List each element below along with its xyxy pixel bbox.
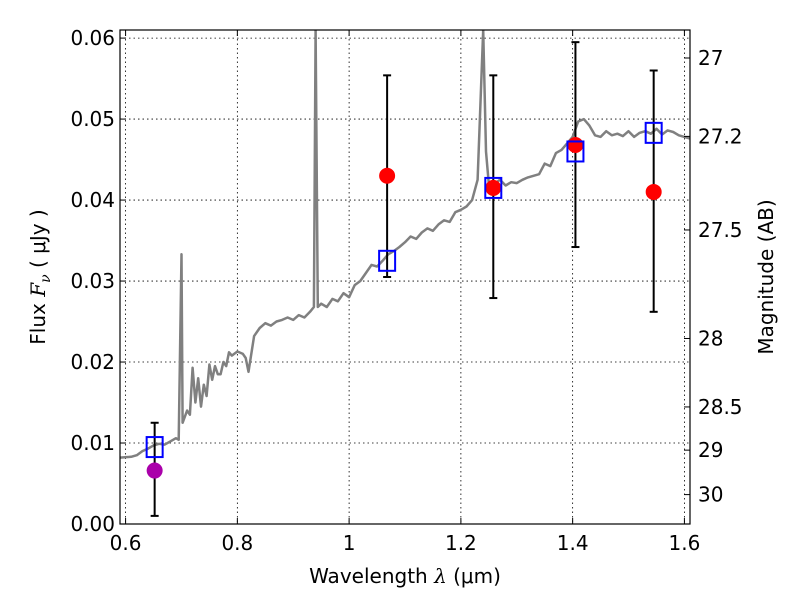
y2-tick-label: 29 bbox=[698, 438, 723, 462]
y2-axis-label: Magnitude (AB) bbox=[754, 199, 778, 354]
y-tick-label: 0.03 bbox=[70, 269, 115, 293]
x-tick-label: 1.6 bbox=[669, 531, 701, 555]
x-axis-label: Wavelength λ (μm) bbox=[309, 564, 501, 588]
x-tick-label: 1.2 bbox=[445, 531, 477, 555]
y-tick-label: 0.06 bbox=[70, 26, 115, 50]
data-point bbox=[567, 136, 584, 153]
y2-tick-label: 28.5 bbox=[698, 395, 743, 419]
plot-frame bbox=[119, 29, 691, 525]
y2-tick-label: 27.2 bbox=[698, 124, 743, 148]
data-point bbox=[485, 179, 502, 196]
axes: 0.6 0.8 1 1.2 1.4 1.6 0.00 0.01 0.02 0.03 0.04 0.05… bbox=[70, 26, 742, 555]
y-tick-label: 0.01 bbox=[70, 431, 115, 455]
plot-area bbox=[120, 30, 690, 517]
model-point bbox=[378, 249, 397, 272]
y2-tick-label: 28 bbox=[698, 326, 723, 350]
data-point bbox=[379, 167, 396, 184]
y-tick-label: 0.04 bbox=[70, 188, 115, 212]
y2-tick-label: 27.5 bbox=[698, 218, 743, 242]
y2-tick-label: 27 bbox=[698, 46, 723, 70]
y-tick-label: 0.02 bbox=[70, 350, 115, 374]
model-point bbox=[566, 140, 585, 163]
data-point bbox=[146, 462, 163, 479]
x-tick-label: 1.4 bbox=[557, 531, 589, 555]
model-point bbox=[644, 121, 663, 144]
grid bbox=[120, 30, 690, 524]
x-tick-label: 0.8 bbox=[221, 531, 253, 555]
model-point bbox=[484, 176, 503, 199]
x-tick-label: 1 bbox=[343, 531, 356, 555]
y-tick-label: 0.05 bbox=[70, 107, 115, 131]
data-point bbox=[645, 183, 662, 200]
spectrum-line bbox=[120, 30, 690, 459]
y2-tick-label: 30 bbox=[698, 483, 723, 507]
model-point bbox=[145, 436, 164, 459]
y-axis-label: Flux Fν ( μJy ) bbox=[26, 209, 54, 344]
x-tick-label: 0.6 bbox=[110, 531, 142, 555]
y-tick-label: 0.00 bbox=[70, 512, 115, 536]
